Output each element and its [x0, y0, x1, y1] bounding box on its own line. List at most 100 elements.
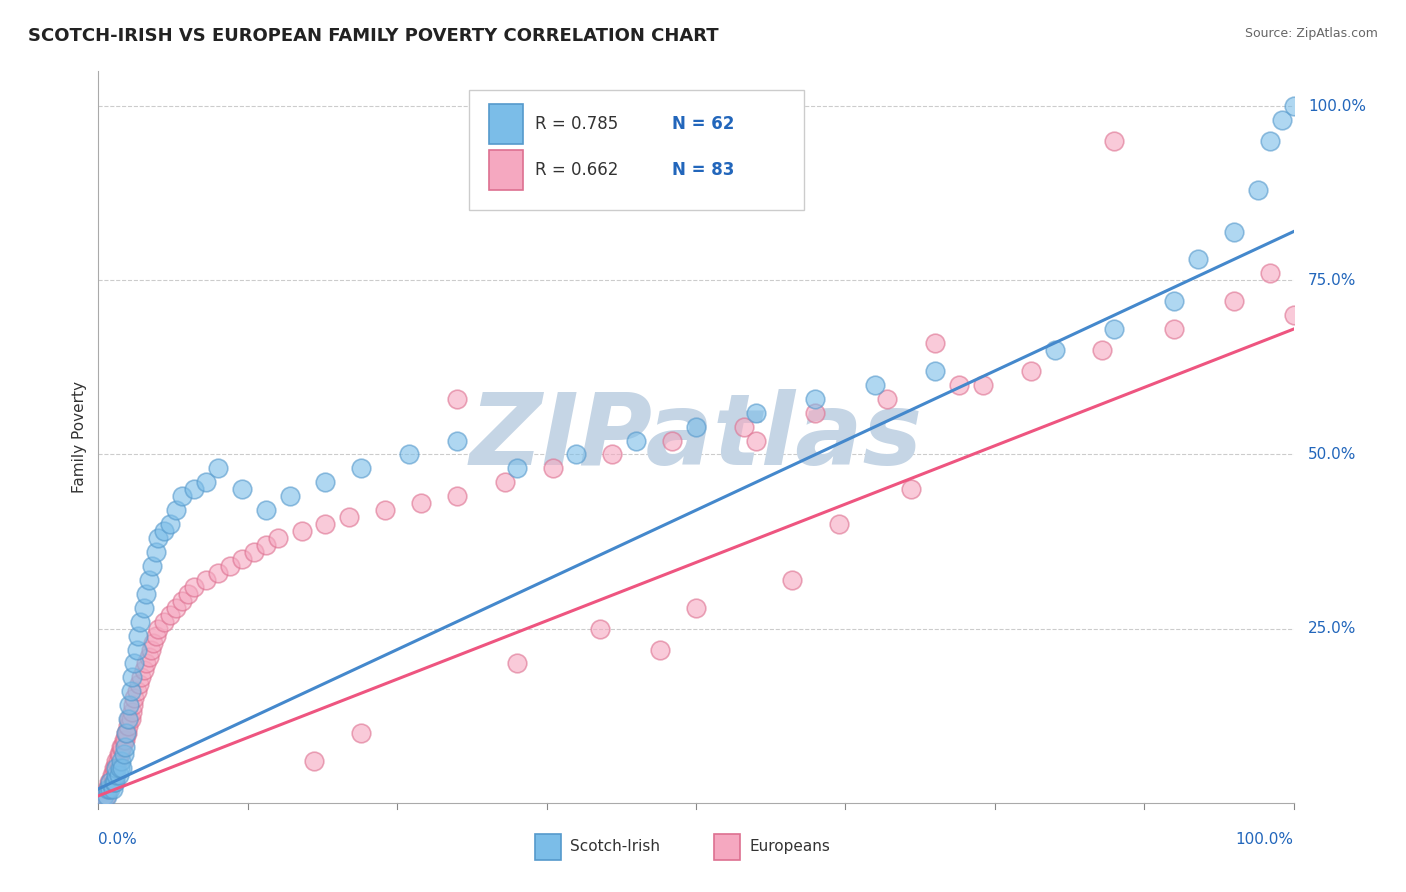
Point	[104, 775, 127, 789]
Point	[132, 664, 155, 678]
Text: Europeans: Europeans	[749, 839, 831, 855]
Point	[231, 552, 253, 566]
Point	[105, 768, 128, 782]
Point	[172, 594, 194, 608]
Point	[148, 622, 170, 636]
Point	[1258, 266, 1281, 280]
Point	[124, 691, 146, 706]
Point	[98, 775, 122, 789]
Point	[219, 558, 242, 573]
Point	[446, 434, 468, 448]
Point	[924, 336, 946, 351]
Point	[231, 483, 253, 497]
Point	[135, 587, 157, 601]
Point	[125, 684, 148, 698]
Point	[733, 419, 755, 434]
Point	[91, 789, 114, 803]
Point	[117, 712, 139, 726]
Text: 50.0%: 50.0%	[1308, 447, 1357, 462]
Point	[120, 712, 142, 726]
Point	[177, 587, 200, 601]
Point	[374, 503, 396, 517]
Point	[1091, 343, 1114, 357]
Point	[195, 573, 218, 587]
Point	[128, 677, 150, 691]
Point	[267, 531, 290, 545]
Point	[98, 775, 122, 789]
Point	[108, 747, 131, 761]
Point	[100, 768, 122, 782]
Point	[107, 754, 129, 768]
Point	[315, 475, 337, 490]
Point	[121, 705, 143, 719]
Point	[97, 781, 120, 796]
Point	[745, 406, 768, 420]
Point	[107, 768, 129, 782]
Point	[101, 781, 124, 796]
Point	[98, 781, 122, 796]
Text: 100.0%: 100.0%	[1308, 99, 1365, 113]
Point	[207, 566, 229, 580]
Point	[494, 475, 516, 490]
Point	[118, 698, 141, 713]
Point	[1271, 113, 1294, 128]
Point	[804, 392, 827, 406]
Point	[118, 712, 141, 726]
Point	[120, 684, 142, 698]
Point	[1282, 99, 1305, 113]
Point	[108, 761, 131, 775]
Point	[745, 434, 768, 448]
Point	[153, 615, 176, 629]
Point	[411, 496, 433, 510]
Point	[159, 517, 181, 532]
Point	[153, 524, 176, 538]
Point	[243, 545, 266, 559]
Point	[122, 698, 145, 713]
Point	[139, 642, 162, 657]
Point	[138, 573, 160, 587]
Point	[589, 622, 612, 636]
Point	[828, 517, 851, 532]
Point	[661, 434, 683, 448]
Text: Scotch-Irish: Scotch-Irish	[571, 839, 661, 855]
Point	[602, 448, 624, 462]
Point	[129, 615, 152, 629]
Point	[446, 489, 468, 503]
Point	[254, 503, 277, 517]
Point	[117, 719, 139, 733]
Point	[111, 761, 134, 775]
Text: 75.0%: 75.0%	[1308, 273, 1357, 288]
Point	[115, 726, 138, 740]
Point	[148, 531, 170, 545]
Point	[107, 747, 129, 761]
Text: 25.0%: 25.0%	[1308, 621, 1357, 636]
Point	[1043, 343, 1066, 357]
Point	[127, 629, 149, 643]
Point	[112, 747, 135, 761]
Point	[98, 775, 121, 789]
Point	[110, 754, 132, 768]
Point	[145, 545, 167, 559]
Point	[96, 781, 118, 796]
Point	[141, 558, 163, 573]
Point	[94, 789, 117, 803]
Point	[948, 377, 970, 392]
Point	[315, 517, 337, 532]
Point	[780, 573, 803, 587]
Point	[93, 789, 115, 803]
Point	[804, 406, 827, 420]
Point	[105, 754, 128, 768]
Point	[138, 649, 160, 664]
Point	[114, 740, 136, 755]
Point	[115, 726, 138, 740]
Point	[195, 475, 218, 490]
Point	[183, 483, 205, 497]
Point	[183, 580, 205, 594]
Point	[924, 364, 946, 378]
Text: 100.0%: 100.0%	[1236, 832, 1294, 847]
Point	[103, 761, 125, 775]
Point	[302, 754, 325, 768]
Point	[541, 461, 564, 475]
Point	[111, 740, 134, 755]
Point	[685, 600, 707, 615]
